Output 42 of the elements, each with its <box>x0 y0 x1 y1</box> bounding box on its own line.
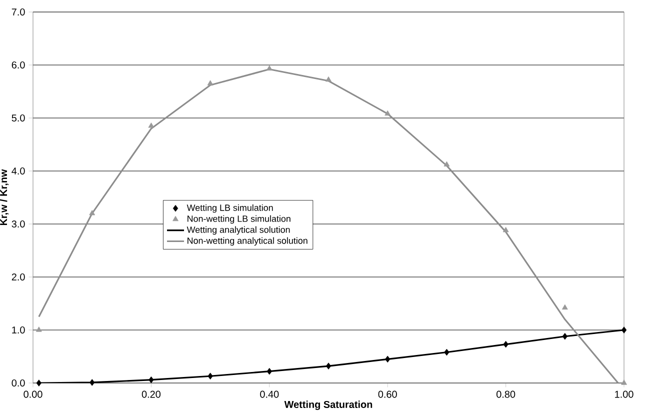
y-tick-label: 4.0 <box>12 167 25 175</box>
point <box>36 380 42 386</box>
y-tick-label: 1.0 <box>12 326 25 334</box>
point <box>326 76 332 82</box>
legend-label: Wetting analytical solution <box>186 226 290 235</box>
point <box>562 332 568 340</box>
point <box>36 326 42 332</box>
point <box>562 304 568 310</box>
legend-label: Non-wetting analytical solution <box>188 237 308 246</box>
point <box>326 362 332 370</box>
point <box>266 368 272 375</box>
point <box>502 226 509 232</box>
y-tick-label: 2.0 <box>12 273 25 281</box>
x-tick-label: 0.60 <box>378 390 397 398</box>
point <box>266 65 272 71</box>
point <box>621 380 627 385</box>
point <box>385 356 390 363</box>
legend-label: Non-wetting LB simulation <box>188 215 290 224</box>
x-tick-label: 0.40 <box>260 390 279 398</box>
x-tick-label: 1.00 <box>615 390 634 398</box>
point <box>148 376 154 384</box>
point <box>621 326 627 334</box>
y-tick-label: 3.0 <box>12 220 25 228</box>
point <box>503 340 508 348</box>
point <box>384 110 391 116</box>
point <box>89 210 96 216</box>
point <box>90 379 95 386</box>
x-tick-label: 0.00 <box>24 390 42 398</box>
point <box>444 348 450 356</box>
x-tick-label: 0.80 <box>496 390 516 398</box>
x-axis-title: Wetting Saturation <box>284 400 372 410</box>
point <box>148 122 154 128</box>
point <box>444 161 450 166</box>
y-tick-label: 7.0 <box>12 8 25 16</box>
y-tick-label: 6.0 <box>12 61 25 69</box>
legend-label: Wetting LB simulation <box>186 204 273 213</box>
point <box>208 372 213 380</box>
y-tick-label: 0.0 <box>12 379 25 387</box>
point <box>207 80 214 86</box>
y-axis-title: Kr,w / Kr,nw <box>0 169 9 226</box>
x-tick-label: 0.20 <box>142 390 161 398</box>
y-tick-label: 5.0 <box>12 114 25 122</box>
